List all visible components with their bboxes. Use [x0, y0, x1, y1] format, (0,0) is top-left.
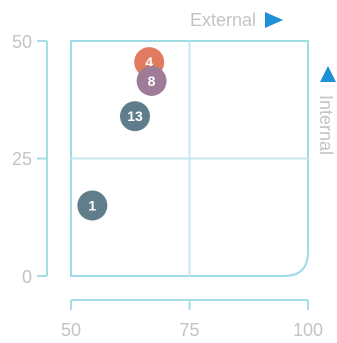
scatter-point-marker: [119, 101, 150, 132]
scatter-point: 1: [77, 190, 108, 221]
y-tick-label-50: 50: [12, 32, 32, 52]
chart-frame: [70, 40, 309, 277]
internal-axis-label: Internal: [316, 95, 336, 155]
scatter-point-label: 4: [145, 54, 153, 70]
y-tick-label-0: 0: [22, 267, 32, 287]
external-axis-label: External: [190, 10, 256, 30]
scatter-point-label: 1: [88, 198, 96, 214]
x-tick-label-50: 50: [61, 320, 81, 340]
x-tick-label-100: 100: [293, 320, 323, 340]
internal-arrow-icon: [320, 66, 336, 82]
external-arrow-icon: [265, 12, 283, 28]
scatter-point: 13: [119, 101, 150, 132]
data-points: 1 13 4 8: [77, 47, 167, 221]
scatter-point-marker: [136, 65, 167, 96]
scatter-point: 8: [136, 65, 167, 96]
y-tick-label-25: 25: [12, 149, 32, 169]
scatter-point-label: 8: [148, 73, 156, 89]
scatter-point-label: 13: [127, 108, 143, 124]
x-tick-label-75: 75: [179, 320, 199, 340]
scatter-point-marker: [77, 190, 108, 221]
